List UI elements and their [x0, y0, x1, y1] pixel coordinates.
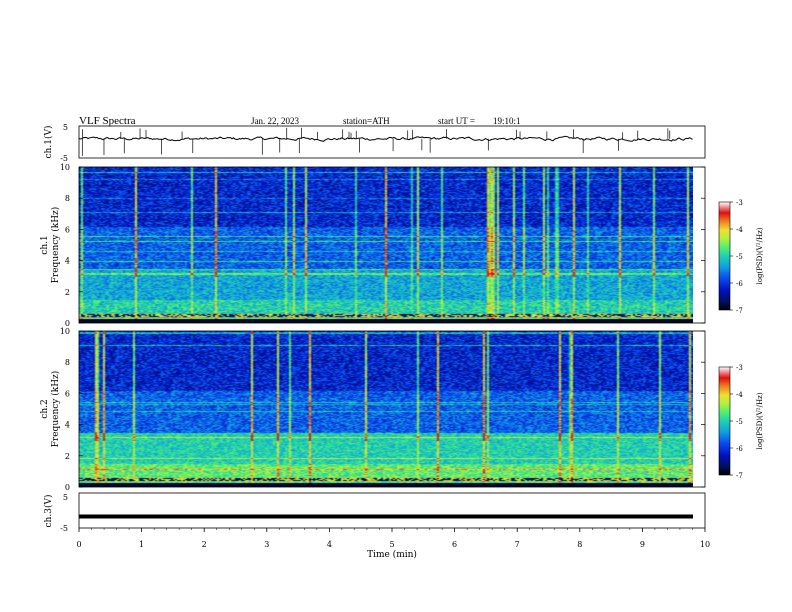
time-tick-label-8: 8 — [577, 540, 582, 549]
date-label: Jan. 22, 2023 — [251, 116, 299, 126]
ch1-spectrogram-panel: 0 2 4 6 8 10 ch.1 Frequency (kHz) — [40, 163, 706, 328]
freq-tick-label-2: 2 — [65, 288, 70, 297]
ch1-frequency-axis-label: Frequency (kHz) — [50, 207, 61, 284]
time-axis: 0 1 2 3 4 5 6 7 8 9 10 — [76, 528, 710, 549]
time-tick-label-10: 10 — [700, 540, 710, 549]
time-tick-label-6: 6 — [452, 540, 457, 549]
colorbar-tick-label: -6 — [736, 280, 743, 288]
freq-tick-label-10: 10 — [60, 163, 70, 172]
colorbar-tick-label: -3 — [736, 364, 743, 372]
ch2-spectrogram-image — [79, 331, 693, 487]
colorbar-tick-label: -7 — [736, 472, 743, 480]
ch2-spectrogram-panel: 0 2 4 6 8 10 ch.2 Frequency (kHz) — [40, 327, 706, 492]
colorbar-tick-label: -6 — [736, 445, 743, 453]
ch1-colorbar-label: log(PSD)(V²/Hz) — [756, 227, 764, 284]
freq-tick-label-8: 8 — [65, 194, 70, 203]
freq-tick-label-4: 4 — [65, 257, 70, 266]
ch1-waveform-panel: 5 -5 ch.1(V) — [43, 123, 706, 163]
ch3-ytick-bottom: -5 — [60, 524, 68, 533]
time-tick-label-2: 2 — [202, 540, 207, 549]
time-tick-label-4: 4 — [327, 540, 332, 549]
ch1-ytick-top: 5 — [63, 123, 68, 132]
ch1-spec-frame — [78, 166, 706, 324]
figure-title: VLF Spectra — [79, 115, 136, 127]
time-tick-label-0: 0 — [76, 540, 81, 549]
ch1-frame — [78, 125, 706, 159]
colorbar-tick-label: -4 — [736, 391, 743, 399]
ch1-waveform-line — [78, 135, 693, 142]
freq-tick-label-6: 6 — [65, 225, 70, 234]
time-tick-label-9: 9 — [640, 540, 645, 549]
ch1-colorbar-gradient — [718, 201, 731, 311]
ch1-spikes — [81, 127, 671, 156]
time-tick-label-3: 3 — [264, 540, 269, 549]
colorbar-tick-label: -5 — [736, 253, 743, 261]
ch1-ytick-bottom: -5 — [60, 154, 68, 163]
ch1-ylabel: ch.1(V) — [43, 126, 54, 159]
ch2-spec-channel-label: ch.2 — [40, 399, 50, 418]
ch1-colorbar: -3 -4 -5 -6 -7 log(PSD)(V²/Hz) — [718, 199, 764, 315]
start-ut-label: start UT = — [438, 116, 475, 126]
freq-tick-label-6: 6 — [65, 389, 70, 398]
ch2-colorbar: -3 -4 -5 -6 -7 log(PSD)(V²/Hz) — [718, 364, 764, 480]
freq-tick-label-0: 0 — [65, 319, 70, 328]
ch1-spec-channel-label: ch.1 — [40, 235, 50, 254]
ch2-colorbar-ticks: -3 -4 -5 -6 -7 — [730, 364, 743, 480]
ch2-colorbar-gradient — [718, 366, 731, 476]
colorbar-tick-label: -5 — [736, 418, 743, 426]
ch3-frame — [78, 492, 706, 529]
ch2-spec-frame — [78, 330, 706, 488]
ch1-freq-ticks: 0 2 4 6 8 10 — [60, 163, 705, 328]
time-tick-label-7: 7 — [515, 540, 520, 549]
ch1-spectrogram-image — [79, 167, 693, 323]
ch1-colorbar-ticks: -3 -4 -5 -6 -7 — [730, 199, 743, 315]
ch3-waveform-panel: 5 -5 ch.3(V) — [43, 492, 706, 533]
freq-tick-label-2: 2 — [65, 452, 70, 461]
freq-tick-label-10: 10 — [60, 327, 70, 336]
time-tick-label-5: 5 — [389, 540, 394, 549]
freq-tick-label-4: 4 — [65, 421, 70, 430]
colorbar-tick-label: -3 — [736, 199, 743, 207]
ch3-ylabel: ch.3(V) — [43, 495, 54, 528]
time-tick-label-1: 1 — [139, 540, 144, 549]
colorbar-tick-label: -4 — [736, 226, 743, 234]
ch3-ytick-top: 5 — [63, 493, 68, 502]
ch2-frequency-axis-label: Frequency (kHz) — [50, 371, 61, 448]
station-label: station=ATH — [343, 116, 390, 126]
freq-tick-label-8: 8 — [65, 358, 70, 367]
ch2-freq-ticks: 0 2 4 6 8 10 — [60, 327, 705, 492]
colorbar-tick-label: -7 — [736, 307, 743, 315]
freq-tick-label-0: 0 — [65, 483, 70, 492]
start-ut-value: 19:10:1 — [493, 116, 521, 126]
ch2-colorbar-label: log(PSD)(V²/Hz) — [756, 392, 764, 449]
time-axis-label: Time (min) — [367, 549, 417, 560]
